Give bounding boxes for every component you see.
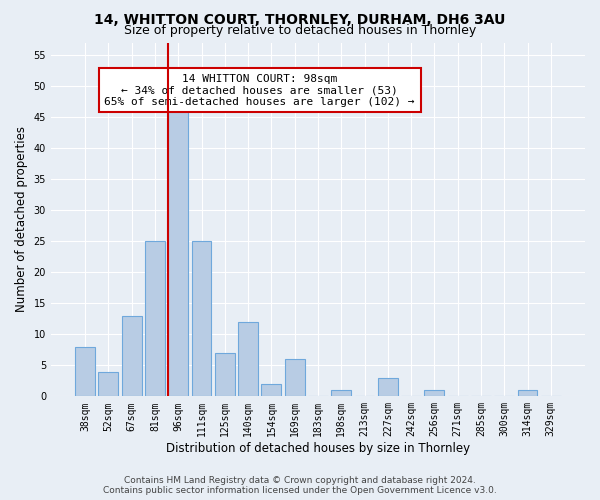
Bar bbox=[98, 372, 118, 396]
Bar bbox=[238, 322, 258, 396]
Bar bbox=[424, 390, 444, 396]
Bar bbox=[191, 241, 211, 396]
Bar bbox=[215, 353, 235, 397]
Text: Size of property relative to detached houses in Thornley: Size of property relative to detached ho… bbox=[124, 24, 476, 37]
Bar bbox=[75, 346, 95, 397]
Y-axis label: Number of detached properties: Number of detached properties bbox=[15, 126, 28, 312]
Bar bbox=[262, 384, 281, 396]
Text: 14 WHITTON COURT: 98sqm
← 34% of detached houses are smaller (53)
65% of semi-de: 14 WHITTON COURT: 98sqm ← 34% of detache… bbox=[104, 74, 415, 106]
X-axis label: Distribution of detached houses by size in Thornley: Distribution of detached houses by size … bbox=[166, 442, 470, 455]
Bar bbox=[518, 390, 538, 396]
Bar bbox=[169, 111, 188, 397]
Bar bbox=[122, 316, 142, 396]
Bar bbox=[378, 378, 398, 396]
Bar bbox=[331, 390, 351, 396]
Bar bbox=[285, 359, 305, 397]
Text: Contains HM Land Registry data © Crown copyright and database right 2024.
Contai: Contains HM Land Registry data © Crown c… bbox=[103, 476, 497, 495]
Bar bbox=[145, 241, 165, 396]
Text: 14, WHITTON COURT, THORNLEY, DURHAM, DH6 3AU: 14, WHITTON COURT, THORNLEY, DURHAM, DH6… bbox=[94, 12, 506, 26]
